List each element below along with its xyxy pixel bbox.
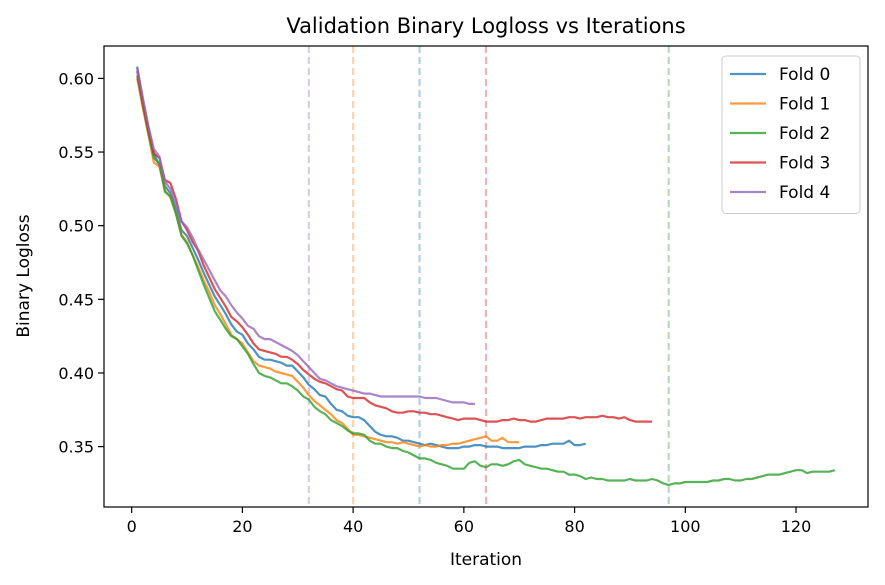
series-line-fold-1 <box>136 78 520 448</box>
y-tick-label: 0.45 <box>58 290 94 309</box>
y-tick-label: 0.35 <box>58 438 94 457</box>
series-line-fold-0 <box>136 66 586 450</box>
series-line-fold-2 <box>136 75 836 486</box>
x-axis-label: Iteration <box>450 550 522 570</box>
x-axis-ticks: 0 20 40 60 80 100 120 <box>127 507 812 536</box>
y-tick-label: 0.40 <box>58 364 94 383</box>
y-axis-ticks: 0.35 0.40 0.45 0.50 0.55 0.60 <box>58 69 104 457</box>
legend-label-fold-3: Fold 3 <box>779 154 830 174</box>
legend-box <box>721 55 861 214</box>
legend: Fold 0 Fold 1 Fold 2 Fold 3 Fold 4 <box>721 55 861 214</box>
x-tick-label: 40 <box>343 517 363 536</box>
plot-frame <box>103 45 869 508</box>
series-line-fold-4 <box>136 67 475 405</box>
legend-label-fold-1: Fold 1 <box>779 95 830 115</box>
x-tick-label: 120 <box>781 517 812 536</box>
x-tick-label: 60 <box>454 517 474 536</box>
series-line-fold-3 <box>136 70 653 423</box>
legend-label-fold-2: Fold 2 <box>779 124 830 144</box>
x-tick-label: 80 <box>564 517 584 536</box>
y-tick-label: 0.50 <box>58 217 94 236</box>
x-tick-label: 100 <box>670 517 701 536</box>
chart-title: Validation Binary Logloss vs Iterations <box>286 14 685 38</box>
legend-label-fold-4: Fold 4 <box>779 183 830 203</box>
y-tick-label: 0.60 <box>58 69 94 88</box>
x-tick-label: 20 <box>232 517 252 536</box>
series-lines <box>136 66 836 486</box>
x-tick-label: 0 <box>127 517 137 536</box>
y-tick-label: 0.55 <box>58 143 94 162</box>
y-axis-label: Binary Logloss <box>14 214 34 337</box>
legend-label-fold-0: Fold 0 <box>779 65 830 85</box>
